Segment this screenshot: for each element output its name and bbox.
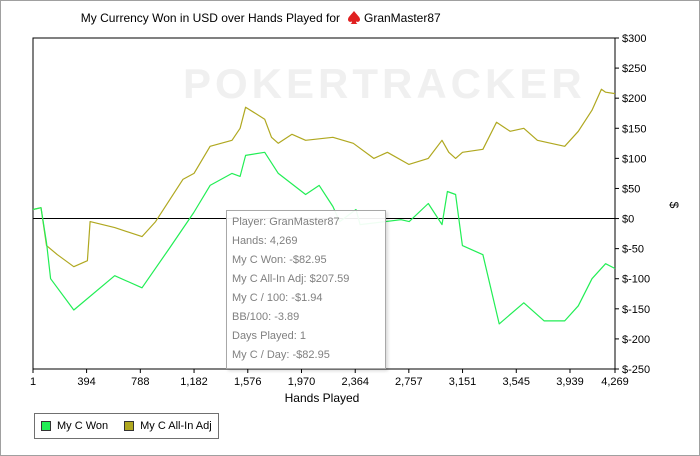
plot-border (32, 37, 616, 370)
y-tick-label: $300 (622, 33, 646, 45)
y-tick-label: $-250 (622, 364, 650, 376)
y-tick-label: $-50 (622, 244, 644, 256)
tooltip-bb-100: BB/100: -3.89 (232, 311, 300, 323)
series-line-allin-adj (32, 88, 616, 268)
y-tick-label: $200 (622, 93, 646, 105)
spade-icon (348, 11, 360, 24)
x-axis-label: Hands Played (285, 391, 360, 405)
legend-swatch-won (41, 421, 51, 431)
legend-label-won: My C Won (57, 420, 109, 432)
chart-player-name: GranMaster87 (364, 11, 441, 25)
tooltip-per-100: My C / 100: -$1.94 (232, 292, 323, 304)
watermark: POKERTRACKER (183, 60, 586, 107)
chart-title: My Currency Won in USD over Hands Played… (81, 11, 340, 25)
y-axis-label: $ (667, 202, 681, 209)
x-tick-label: 3,545 (503, 376, 531, 388)
legend-item-allin-adj[interactable]: My C All-In Adj (124, 420, 212, 432)
y-tick-label: $-100 (622, 274, 650, 286)
legend-item-won[interactable]: My C Won (41, 420, 108, 432)
y-tick-label: $250 (622, 63, 646, 75)
x-tick-label: 3,939 (556, 376, 584, 388)
x-tick-label: 1 (30, 376, 36, 388)
x-tick-label: 1,970 (288, 376, 316, 388)
y-tick-label: $100 (622, 153, 646, 165)
legend: My C Won My C All-In Adj (34, 413, 219, 439)
y-tick-label: $50 (622, 183, 640, 195)
x-tick-label: 788 (131, 376, 149, 388)
legend-swatch-allin-adj (124, 421, 135, 431)
x-tick-label: 1,576 (234, 376, 262, 388)
x-tick-label: 394 (77, 376, 95, 388)
data-tooltip: Player: GranMaster87 Hands: 4,269 My C W… (226, 210, 386, 369)
x-tick-label: 2,757 (395, 376, 423, 388)
tooltip-hands: Hands: 4,269 (232, 235, 298, 247)
tooltip-won: My C Won: -$82.95 (232, 254, 327, 266)
legend-label-allin-adj: My C All-In Adj (140, 420, 212, 432)
y-tick-label: $-200 (622, 334, 650, 346)
y-axis: $300 $250 $200 $150 $100 $50 $0 $-50 $-100 $-150 $… (615, 33, 650, 376)
x-axis: 1 394 788 1,182 1,576 1,970 2,364 2,757 3,151 3,5… (30, 369, 629, 388)
y-tick-label: $-150 (622, 304, 650, 316)
x-tick-label: 2,364 (341, 376, 369, 388)
y-tick-label: $0 (622, 214, 634, 226)
tooltip-allin-adj: My C All-In Adj: $207.59 (232, 273, 350, 285)
x-tick-label: 3,151 (449, 376, 477, 388)
tooltip-days: Days Played: 1 (232, 330, 306, 342)
tooltip-per-day: My C / Day: -$82.95 (232, 349, 330, 361)
x-tick-label: 1,182 (180, 376, 208, 388)
x-tick-label: 4,269 (601, 376, 629, 388)
y-tick-label: $150 (622, 123, 646, 135)
tooltip-player: Player: GranMaster87 (232, 216, 340, 228)
